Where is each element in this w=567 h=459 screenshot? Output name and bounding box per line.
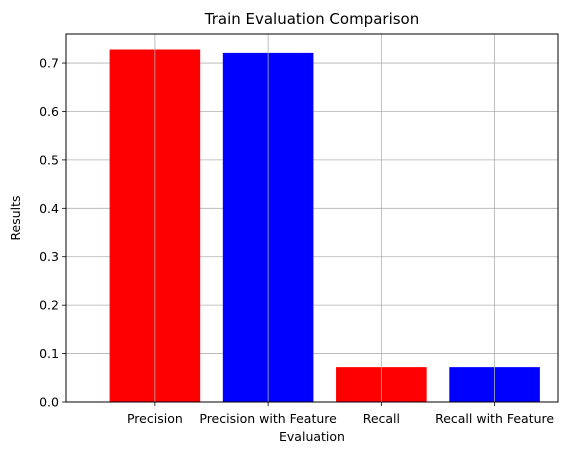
- x-tick-label: Recall: [363, 411, 400, 426]
- axis-ticks: 0.0 0.1 0.2 0.3 0.4 0.5 0.6 0.7 Precision Precisi…: [39, 56, 554, 426]
- y-tick-label: 0.6: [39, 104, 59, 119]
- y-tick-label: 0.7: [39, 56, 59, 71]
- chart-title: Train Evaluation Comparison: [204, 10, 419, 28]
- x-tick-label: Recall with Feature: [435, 411, 554, 426]
- x-tick-label: Precision with Feature: [199, 411, 337, 426]
- y-tick-label: 0.1: [39, 346, 59, 361]
- y-tick-label: 0.0: [39, 395, 59, 410]
- plot-frame: [65, 33, 559, 403]
- y-tick-label: 0.3: [39, 249, 59, 264]
- y-axis-label: Results: [8, 195, 23, 240]
- y-tick-label: 0.2: [39, 298, 59, 313]
- y-tick-label: 0.4: [39, 201, 59, 216]
- y-tick-label: 0.5: [39, 152, 59, 167]
- grid-lines-overlay: [154, 34, 495, 402]
- x-axis-label: Evaluation: [279, 429, 345, 444]
- x-tick-label: Precision: [127, 411, 183, 426]
